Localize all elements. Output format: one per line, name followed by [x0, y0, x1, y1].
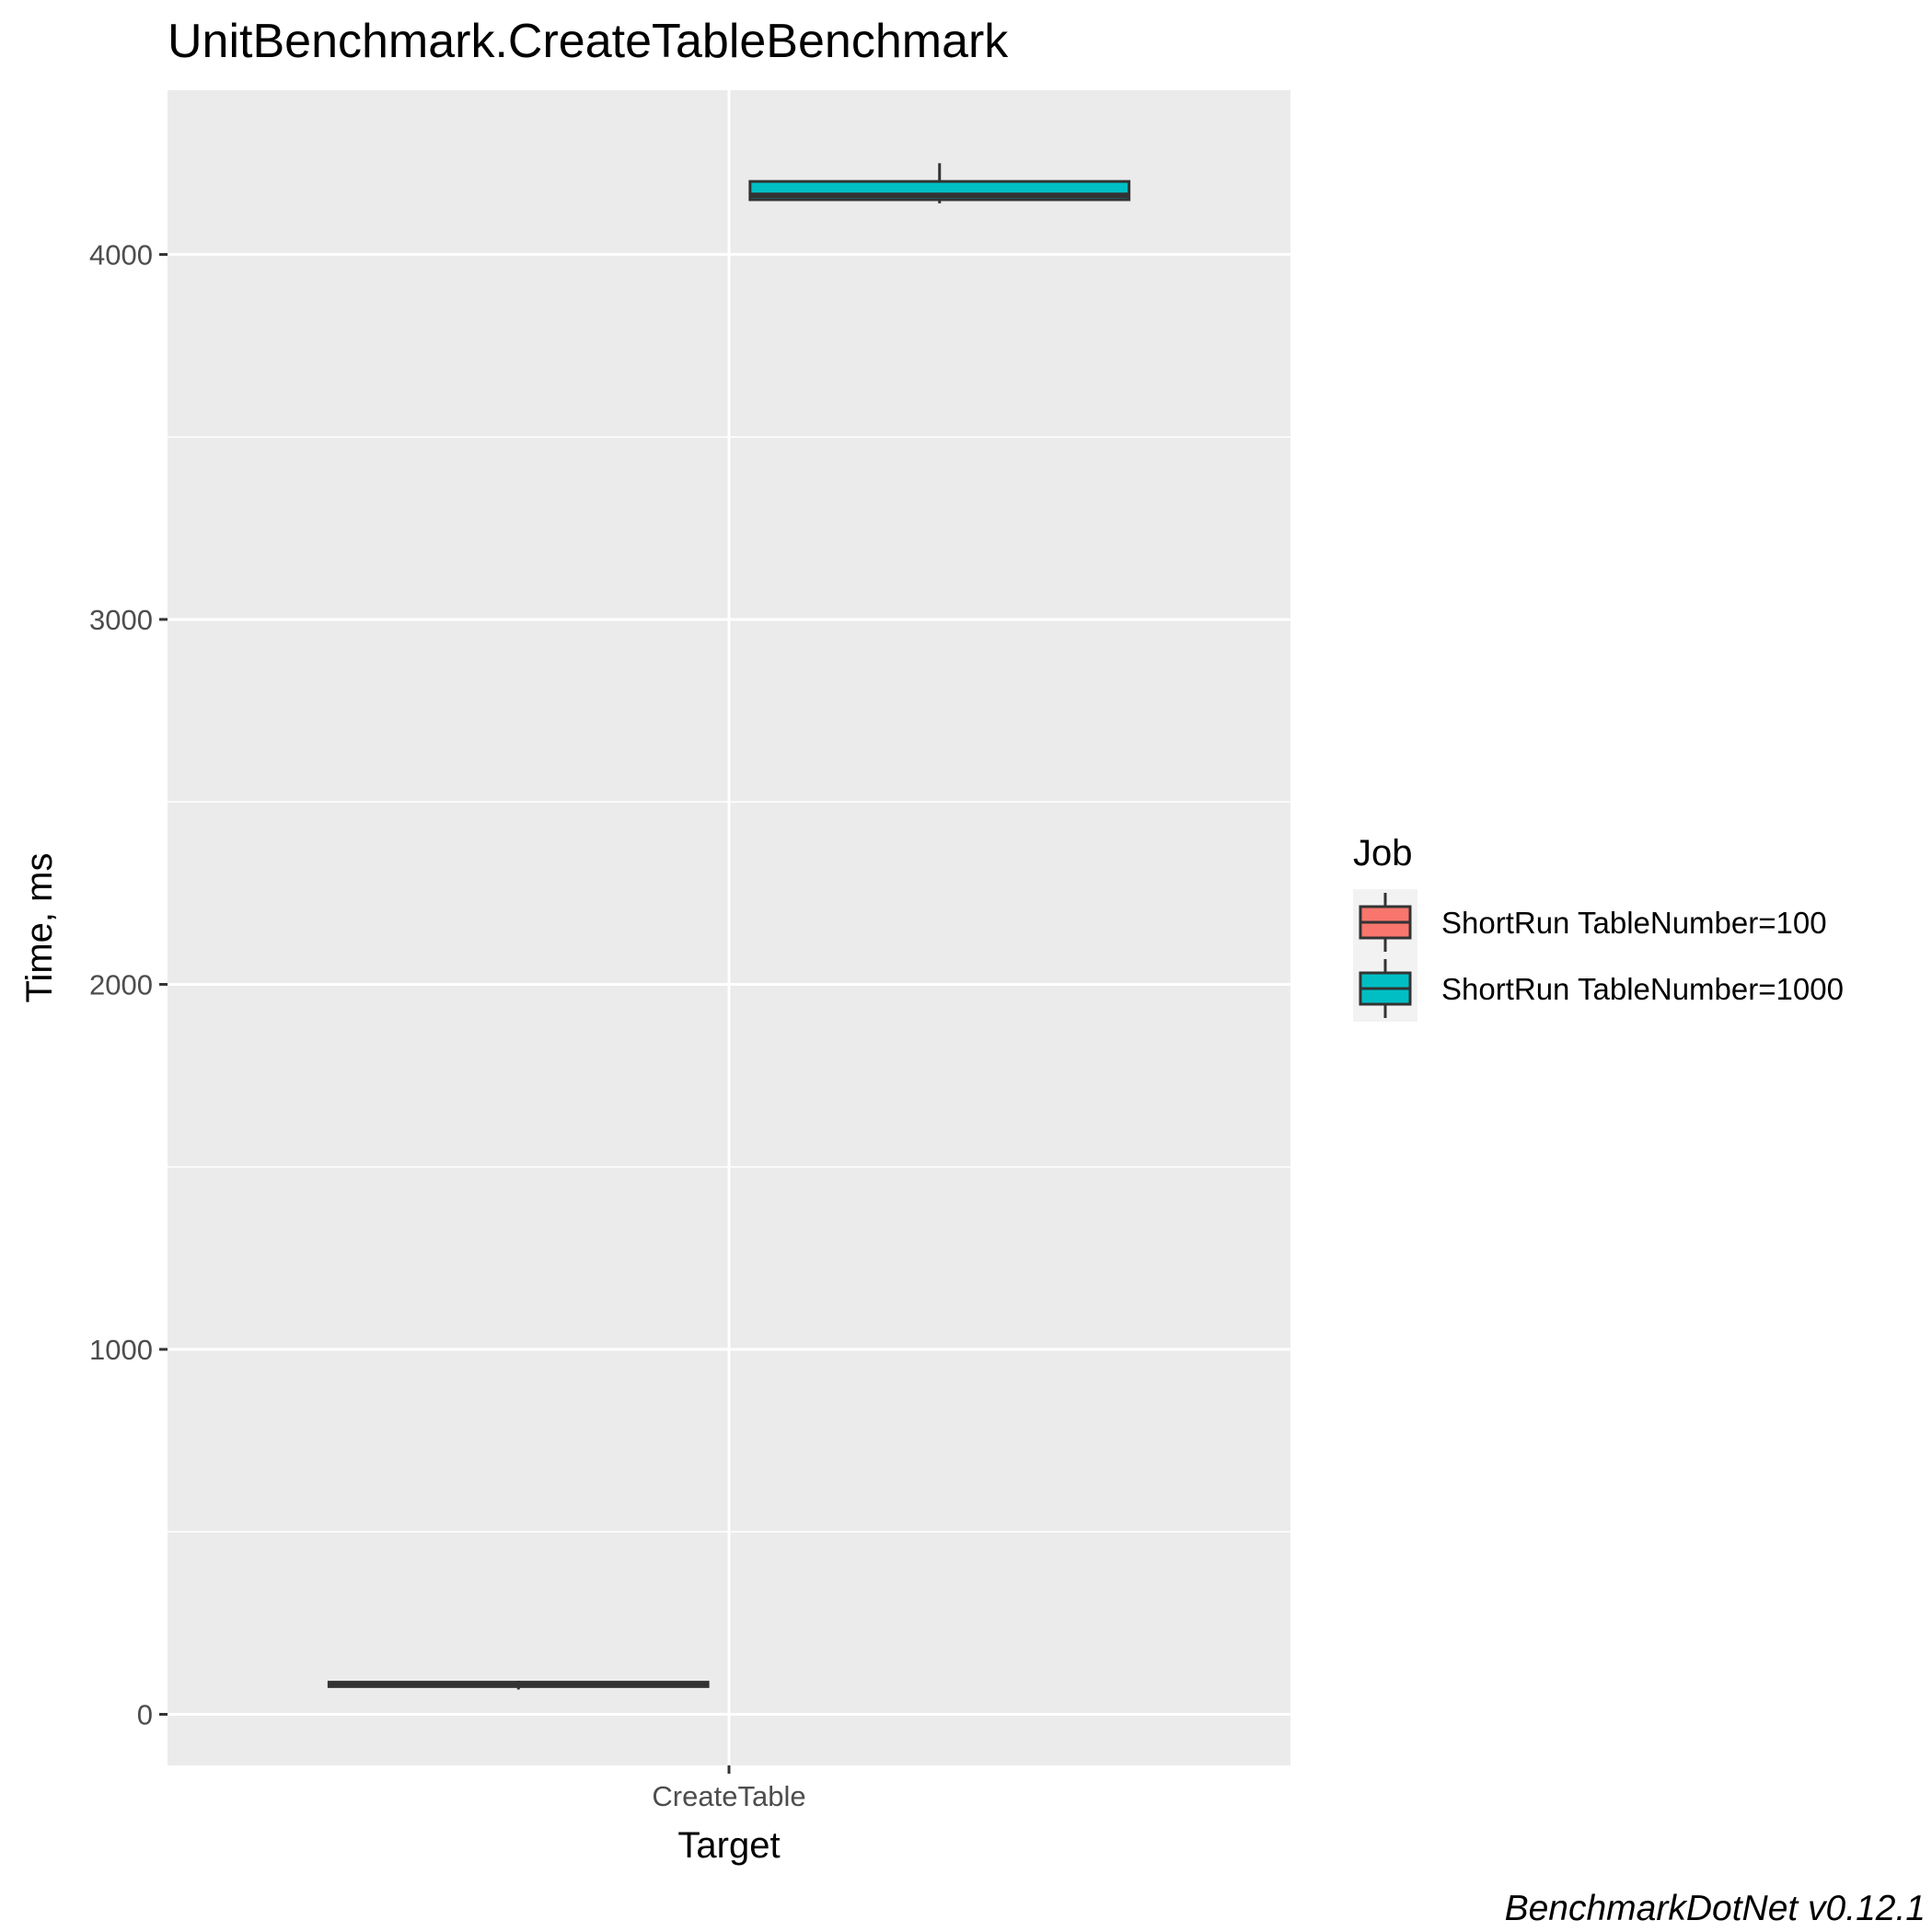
- y-tick-label: 1000: [89, 1334, 153, 1366]
- legend-item: ShortRun TableNumber=1000: [1359, 959, 1844, 1018]
- grid-lines: [168, 90, 1290, 1765]
- legend-item: ShortRun TableNumber=100: [1359, 893, 1827, 952]
- y-tick-label: 3000: [89, 604, 153, 636]
- x-tick-label: CreateTable: [652, 1780, 805, 1812]
- caption: BenchmarkDotNet v0.12.1: [1505, 1889, 1926, 1928]
- box-series: [327, 163, 1131, 1690]
- y-tick-label: 4000: [89, 238, 153, 271]
- legend: Job ShortRun TableNumber=100 ShortRun Tab…: [1353, 833, 1844, 1022]
- y-axis-title: Time, ms: [19, 853, 60, 1003]
- y-axis: 0 1000 2000 3000 4000: [89, 238, 168, 1730]
- legend-label: ShortRun TableNumber=100: [1441, 906, 1827, 940]
- box-tablenumber-1000: [748, 163, 1131, 203]
- box-tablenumber-100: [327, 1681, 710, 1690]
- legend-label: ShortRun TableNumber=1000: [1441, 972, 1844, 1006]
- y-tick-label: 0: [137, 1698, 153, 1730]
- legend-title: Job: [1353, 833, 1413, 873]
- y-tick-label: 2000: [89, 968, 153, 1001]
- x-axis-title: Target: [677, 1825, 780, 1866]
- x-axis: CreateTable: [652, 1765, 806, 1812]
- chart-title: UnitBenchmark.CreateTableBenchmark: [168, 15, 1009, 68]
